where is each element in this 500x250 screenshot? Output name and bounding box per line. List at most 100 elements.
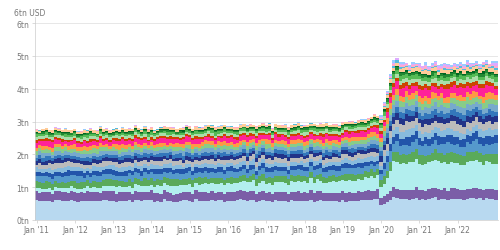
Bar	[246, 146, 248, 150]
Bar	[271, 194, 274, 202]
Bar	[185, 152, 188, 156]
Bar	[99, 177, 102, 182]
Bar	[280, 129, 284, 130]
Bar	[335, 144, 338, 148]
Bar	[246, 138, 248, 142]
Bar	[264, 134, 268, 136]
Bar	[176, 134, 178, 136]
Bar	[121, 149, 124, 152]
Bar	[255, 202, 258, 220]
Bar	[310, 160, 312, 162]
Bar	[114, 162, 118, 167]
Bar	[296, 130, 300, 133]
Bar	[373, 125, 376, 127]
Bar	[430, 106, 434, 112]
Bar	[428, 82, 430, 87]
Bar	[294, 125, 296, 128]
Bar	[364, 178, 366, 191]
Bar	[236, 160, 239, 164]
Bar	[255, 150, 258, 154]
Bar	[380, 188, 382, 198]
Bar	[246, 135, 248, 138]
Bar	[128, 174, 130, 179]
Bar	[67, 155, 70, 158]
Bar	[440, 105, 444, 112]
Bar	[118, 139, 121, 141]
Bar	[405, 83, 408, 87]
Bar	[172, 134, 176, 137]
Bar	[80, 137, 83, 139]
Bar	[217, 136, 220, 138]
Bar	[376, 149, 380, 153]
Bar	[398, 68, 402, 69]
Bar	[491, 64, 494, 66]
Bar	[188, 184, 192, 192]
Bar	[469, 152, 472, 162]
Bar	[366, 122, 370, 124]
Bar	[242, 153, 246, 157]
Bar	[482, 72, 484, 74]
Bar	[440, 124, 444, 131]
Bar	[328, 126, 332, 128]
Bar	[430, 112, 434, 118]
Bar	[192, 140, 194, 144]
Bar	[35, 143, 38, 148]
Bar	[300, 137, 303, 140]
Bar	[396, 68, 398, 71]
Bar	[166, 128, 169, 130]
Bar	[424, 124, 428, 132]
Bar	[217, 184, 220, 192]
Bar	[478, 116, 482, 122]
Bar	[48, 150, 51, 153]
Bar	[418, 96, 421, 102]
Bar	[484, 66, 488, 70]
Bar	[418, 146, 421, 155]
Bar	[482, 68, 484, 72]
Bar	[469, 132, 472, 136]
Bar	[70, 140, 73, 142]
Bar	[144, 160, 146, 164]
Bar	[424, 66, 428, 67]
Bar	[430, 72, 434, 73]
Bar	[178, 135, 182, 138]
Bar	[264, 126, 268, 128]
Bar	[446, 70, 450, 71]
Bar	[258, 127, 262, 128]
Bar	[210, 142, 214, 146]
Bar	[376, 128, 380, 134]
Bar	[134, 128, 137, 129]
Bar	[444, 65, 446, 67]
Bar	[459, 66, 462, 67]
Bar	[450, 104, 453, 110]
Bar	[74, 175, 76, 182]
Bar	[491, 164, 494, 190]
Bar	[48, 192, 51, 201]
Bar	[357, 147, 360, 151]
Bar	[482, 138, 484, 147]
Bar	[300, 130, 303, 131]
Bar	[306, 142, 310, 145]
Bar	[42, 192, 44, 201]
Bar	[76, 193, 80, 202]
Bar	[475, 108, 478, 113]
Bar	[434, 160, 437, 188]
Bar	[140, 181, 143, 186]
Bar	[153, 202, 156, 220]
Bar	[482, 191, 484, 200]
Bar	[226, 134, 230, 136]
Bar	[92, 201, 96, 220]
Bar	[92, 160, 96, 163]
Bar	[478, 144, 482, 153]
Bar	[450, 99, 453, 103]
Bar	[380, 166, 382, 170]
Bar	[121, 133, 124, 135]
Bar	[386, 98, 389, 100]
Bar	[264, 132, 268, 134]
Bar	[150, 156, 153, 160]
Bar	[160, 128, 162, 130]
Bar	[398, 90, 402, 97]
Bar	[96, 168, 99, 171]
Bar	[162, 164, 166, 168]
Bar	[402, 139, 405, 145]
Bar	[412, 64, 414, 66]
